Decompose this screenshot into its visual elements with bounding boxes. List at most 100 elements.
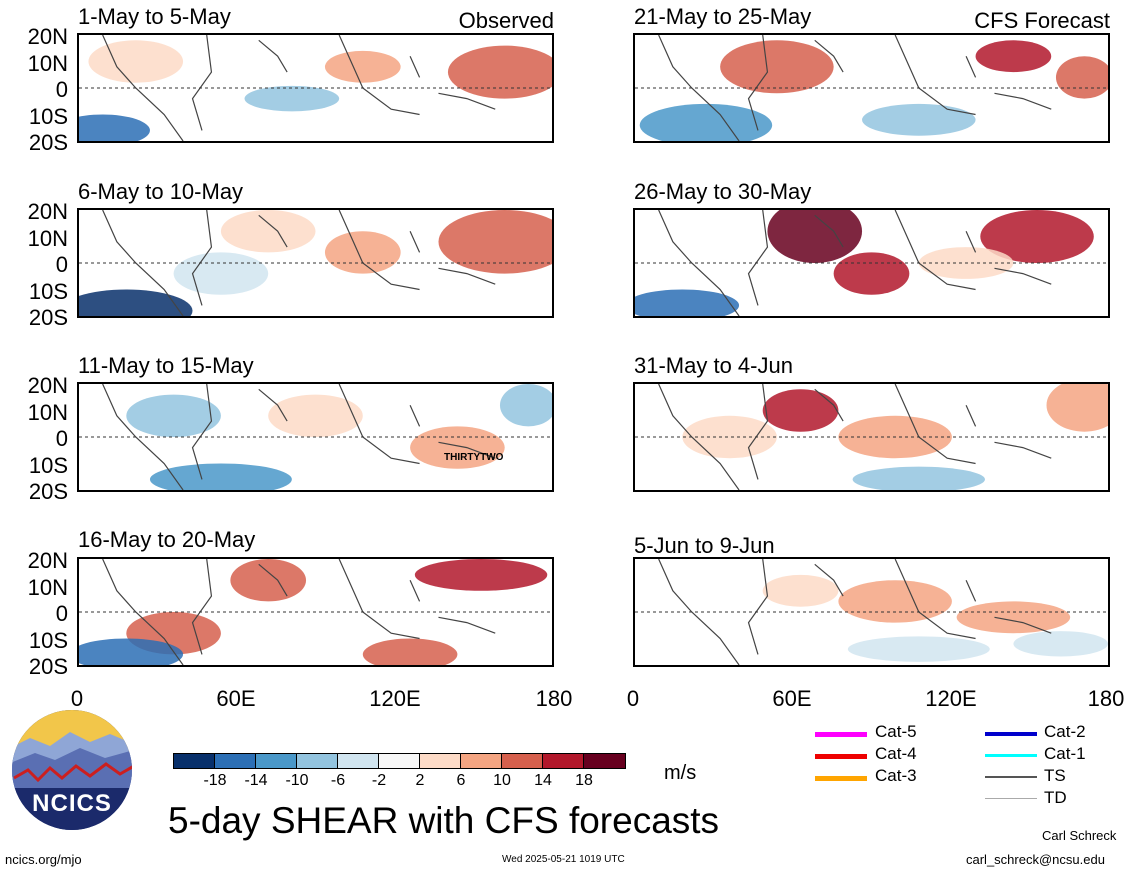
panel-3-title: 11-May to 15-May	[78, 353, 254, 378]
colorbar-cell	[378, 753, 420, 769]
lat-label: 20N	[27, 199, 68, 224]
lat-label: 20N	[27, 24, 68, 49]
lon-label: 180	[1087, 686, 1125, 711]
shear-contour	[126, 394, 221, 437]
legend-swatch	[815, 732, 867, 737]
footer-email: carl_schreck@ncsu.edu	[966, 852, 1105, 867]
lon-label: 120E	[369, 686, 421, 711]
footer-timestamp: Wed 2025-05-21 1019 UTC	[502, 854, 625, 865]
shear-contour	[762, 574, 839, 607]
lat-label: 10N	[27, 575, 68, 600]
shear-contour	[720, 40, 834, 94]
map-panel-2	[77, 208, 554, 318]
shear-contour	[956, 601, 1071, 634]
shear-field	[79, 384, 552, 490]
colorbar-label: 2	[415, 772, 425, 789]
lat-label: 0	[55, 426, 68, 451]
shear-field	[79, 35, 552, 141]
panel-4-title: 16-May to 20-May	[78, 527, 256, 552]
shear-contour	[88, 40, 184, 83]
lon-label: 0	[70, 686, 84, 711]
panel-5-corner-label: CFS Forecast	[974, 8, 1110, 33]
lat-label: 20S	[28, 479, 68, 504]
legend-swatch	[985, 776, 1037, 778]
shear-contour	[639, 103, 773, 141]
lat-label: 10S	[28, 628, 68, 653]
panel-7-title: 31-May to 4-Jun	[634, 353, 793, 378]
shear-contour	[79, 638, 184, 665]
lon-label: 60E	[216, 686, 256, 711]
shear-contour	[762, 389, 839, 432]
legend-label: Cat-1	[1044, 744, 1086, 763]
legend-label: Cat-2	[1044, 722, 1086, 741]
shear-contour	[833, 252, 910, 295]
map-panel-1	[77, 33, 554, 143]
lon-label: 120E	[925, 686, 977, 711]
main-title: 5-day SHEAR with CFS forecasts	[168, 800, 720, 841]
panel-1-corner-label: Observed	[458, 8, 554, 33]
colorbar-units: m/s	[664, 762, 697, 784]
footer-author: Carl Schreck	[1042, 828, 1117, 843]
shear-contour	[635, 289, 740, 316]
colorbar-label: -14	[244, 772, 268, 789]
shear-contour	[838, 580, 952, 623]
colorbar-label: -6	[330, 772, 346, 789]
lat-label: 10S	[28, 104, 68, 129]
shear-contour	[682, 415, 777, 459]
legend-label: TS	[1044, 766, 1066, 785]
logo-text: NCICS	[32, 790, 112, 817]
shear-field	[79, 210, 552, 316]
shear-contour	[975, 40, 1052, 73]
lon-label: 0	[626, 686, 640, 711]
lat-label: 20S	[28, 130, 68, 155]
colorbar-label: 10	[493, 772, 511, 789]
footer-url: ncics.org/mjo	[5, 852, 82, 867]
lat-label: 20N	[27, 548, 68, 573]
shear-contour	[324, 231, 401, 274]
lat-label: 0	[55, 601, 68, 626]
shear-contour	[980, 210, 1094, 263]
shear-field	[635, 384, 1108, 490]
panel-1-title: 1-May to 5-May	[78, 4, 231, 29]
legend-swatch	[815, 776, 867, 781]
panel-2-title: 6-May to 10-May	[78, 179, 244, 204]
lat-label: 0	[55, 252, 68, 277]
legend-label: TD	[1044, 788, 1067, 807]
panel-5-title: 21-May to 25-May	[634, 4, 812, 29]
lat-label: 0	[55, 77, 68, 102]
legend-swatch	[985, 732, 1037, 736]
shear-contour	[173, 252, 269, 295]
legend-swatch	[815, 754, 867, 759]
map-panel-3	[77, 382, 554, 492]
map-panel-7	[633, 382, 1110, 492]
colorbar-cell	[255, 753, 297, 769]
lat-label: 20N	[27, 373, 68, 398]
shear-contour	[220, 210, 316, 253]
colorbar-cell	[419, 753, 461, 769]
colorbar-cell	[337, 753, 379, 769]
shear-contour	[447, 45, 552, 99]
lat-label: 20S	[28, 305, 68, 330]
shear-contour	[767, 210, 863, 263]
shear-contour	[438, 210, 552, 274]
shear-contour	[499, 384, 552, 427]
shear-contour	[1046, 384, 1108, 432]
map-panel-4	[77, 557, 554, 667]
colorbar-cell	[296, 753, 338, 769]
lat-label: 10S	[28, 453, 68, 478]
shear-contour	[79, 289, 193, 316]
lat-label: 20S	[28, 654, 68, 679]
colorbar-label: -2	[371, 772, 387, 789]
panel-8-title: 5-Jun to 9-Jun	[634, 533, 775, 558]
colorbar-label: 18	[575, 772, 593, 789]
shear-field	[635, 210, 1108, 316]
legend-swatch	[985, 798, 1037, 799]
shear-contour	[324, 50, 401, 83]
shear-contour	[847, 636, 990, 662]
colorbar-cell	[501, 753, 543, 769]
colorbar-cell	[173, 753, 215, 769]
shear-field	[79, 559, 552, 665]
lon-label: 180	[535, 686, 573, 711]
map-panel-6	[633, 208, 1110, 318]
shear-contour	[244, 85, 340, 112]
